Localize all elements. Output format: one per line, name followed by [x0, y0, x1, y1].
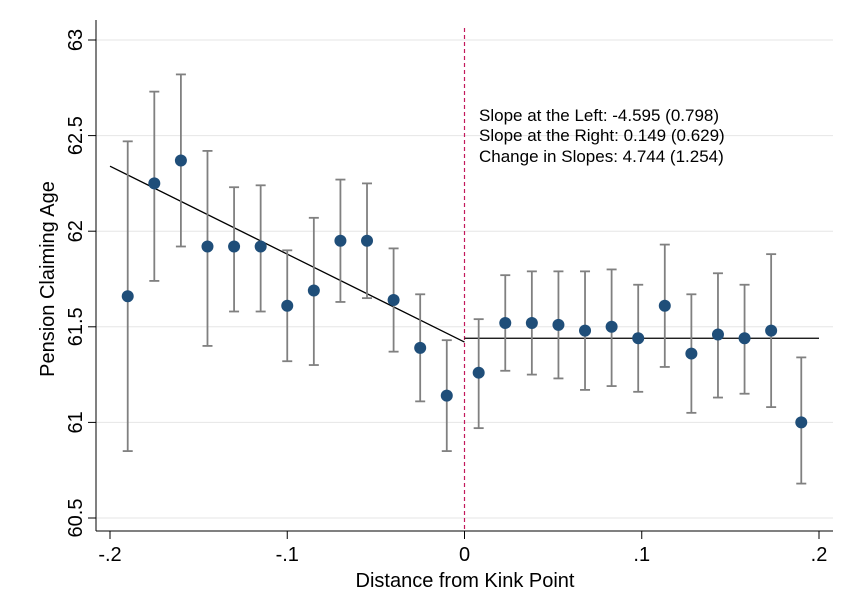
annotation-slope-right: Slope at the Right: 0.149 (0.629): [479, 126, 725, 145]
data-point: [440, 389, 453, 402]
data-point: [334, 234, 347, 247]
y-tick-label: 61: [65, 411, 87, 433]
x-tick-label: .2: [811, 544, 828, 566]
data-point: [228, 240, 241, 253]
data-point: [525, 316, 538, 329]
y-tick-label: 62.5: [65, 116, 87, 155]
data-point: [281, 299, 294, 312]
data-point: [121, 290, 134, 303]
data-point: [685, 347, 698, 360]
axes: [88, 20, 833, 539]
data-point: [472, 366, 485, 379]
annotation-change-slopes: Change in Slopes: 4.744 (1.254): [479, 147, 724, 166]
data-points: [121, 154, 808, 429]
data-point: [552, 318, 565, 331]
data-point: [579, 324, 592, 337]
y-tick-label: 62: [65, 220, 87, 242]
data-point: [738, 332, 751, 345]
data-point: [254, 240, 267, 253]
x-tick-label: 0: [459, 544, 470, 566]
y-axis-title: Pension Claiming Age: [37, 181, 59, 377]
data-point: [765, 324, 778, 337]
data-point: [307, 284, 320, 297]
data-point: [387, 294, 400, 307]
data-point: [174, 154, 187, 167]
y-tick-label: 61.5: [65, 307, 87, 346]
data-point: [632, 332, 645, 345]
data-point: [414, 341, 427, 354]
data-point: [711, 328, 724, 341]
annotation-slope-left: Slope at the Left: -4.595 (0.798): [479, 106, 719, 125]
x-tick-label: -.1: [276, 544, 299, 566]
data-point: [499, 316, 512, 329]
data-point: [795, 416, 808, 429]
data-point: [605, 320, 618, 333]
x-tick-labels: -.2 -.1 0 .1 .2: [98, 544, 827, 566]
data-point: [201, 240, 214, 253]
y-tick-labels: 60.5 61 61.5 62 62.5 63: [65, 29, 87, 538]
x-tick-label: .1: [633, 544, 650, 566]
y-tick-label: 63: [65, 29, 87, 51]
x-axis-title: Distance from Kink Point: [356, 570, 575, 592]
data-point: [658, 299, 671, 312]
data-point: [361, 234, 374, 247]
y-tick-label: 60.5: [65, 499, 87, 538]
x-tick-label: -.2: [98, 544, 121, 566]
data-point: [148, 177, 161, 190]
